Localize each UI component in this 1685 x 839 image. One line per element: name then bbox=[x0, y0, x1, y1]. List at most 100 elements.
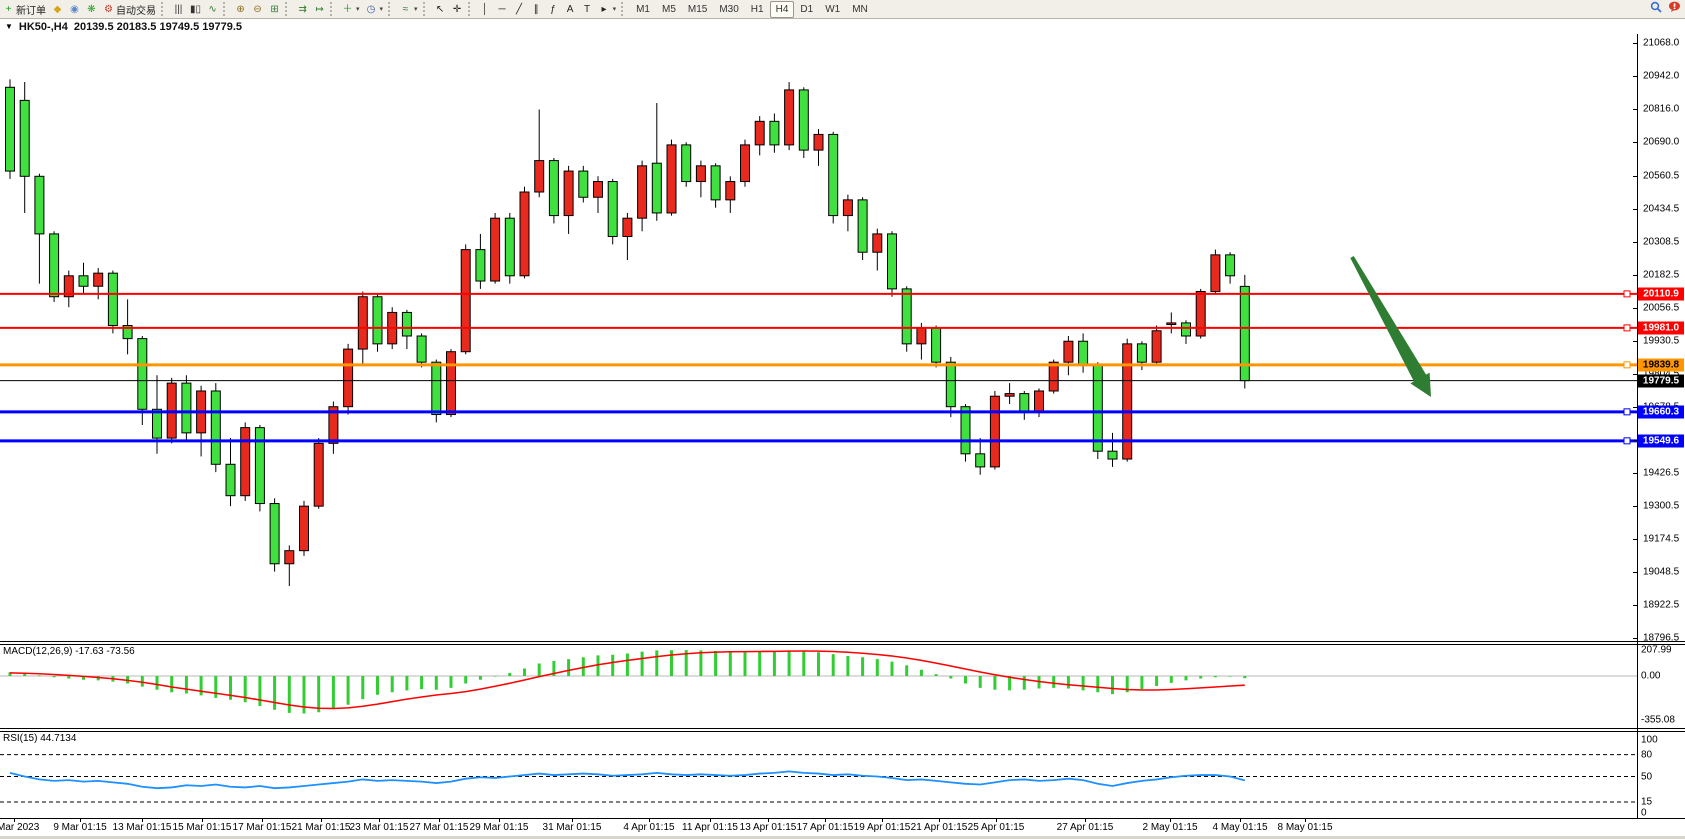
periods-button[interactable]: ◷ ▾ bbox=[363, 1, 387, 17]
chart-shift-button[interactable]: ↦ bbox=[311, 1, 328, 17]
timeframe-w1-button[interactable]: W1 bbox=[825, 3, 841, 15]
window-bottom-edge bbox=[0, 836, 1685, 839]
toolbar: + 新订单 ◆ ◉ ❋ ⚙ 自动交易 ||| ▮▯ ∿ ⊕ ⊖ ⊞ ⇉ ↦ ＋ ▾ ◷ ▾ ≈ ▾ ↖ ✛ │ ─ ╱ ∥ ƒ A T ▸ ▾… bbox=[0, 0, 1685, 19]
text-button[interactable]: T bbox=[579, 1, 596, 17]
symbol-period-label: HK50-,H4 bbox=[18, 20, 68, 33]
indicator-window-button[interactable]: ≈ ▾ bbox=[397, 1, 421, 17]
signals-button[interactable]: ❋ bbox=[83, 1, 100, 17]
time-tick-label: 27 Mar 01:15 bbox=[409, 822, 469, 833]
arrows-button[interactable]: ▸ ▾ bbox=[596, 1, 620, 17]
zoom-out-button[interactable]: ⊖ bbox=[249, 1, 266, 17]
toolbar-separator bbox=[388, 2, 395, 16]
candle bbox=[681, 144, 692, 183]
metaeditor-button[interactable]: ◆ bbox=[49, 1, 66, 17]
rsi-axis-label: 0 bbox=[1641, 807, 1647, 819]
price-tick-label: 20434.5 bbox=[1643, 203, 1680, 215]
vertical-line-button[interactable]: │ bbox=[477, 1, 494, 17]
search-icon[interactable] bbox=[1650, 1, 1662, 16]
price-tick-mark bbox=[1633, 637, 1637, 639]
equidistant-channel-button[interactable]: ∥ bbox=[528, 1, 545, 17]
autotrading-button-label: 自动交易 bbox=[116, 5, 156, 17]
fibonacci-button[interactable]: ƒ bbox=[545, 1, 562, 17]
macd-axis-label: 207.99 bbox=[1641, 644, 1672, 656]
timeframe-m1-button[interactable]: M1 bbox=[636, 3, 650, 15]
price-tick-label: 20942.0 bbox=[1643, 70, 1680, 82]
price-tick-mark bbox=[1633, 440, 1637, 442]
time-tick-label: 13 Mar 01:15 bbox=[112, 822, 172, 833]
candle bbox=[490, 217, 501, 282]
macd-panel-divider[interactable] bbox=[0, 641, 1685, 642]
cursor-button[interactable]: ↖ bbox=[432, 1, 449, 17]
timeframe-h4-button[interactable]: H4 bbox=[769, 0, 795, 18]
candle bbox=[431, 361, 442, 416]
candle bbox=[1136, 343, 1147, 363]
bar-chart-button[interactable]: ||| bbox=[170, 1, 187, 17]
candle bbox=[563, 170, 574, 217]
price-line-endpoint[interactable] bbox=[1623, 361, 1631, 369]
chevron-down-icon[interactable]: ▾ bbox=[356, 6, 360, 13]
candle bbox=[945, 361, 956, 408]
timeframe-m5-button[interactable]: M5 bbox=[661, 3, 676, 15]
price-axis-border bbox=[1637, 19, 1638, 818]
cursor-icon: ↖ bbox=[435, 3, 445, 15]
text-a-icon: A bbox=[566, 3, 574, 15]
timeframe-m15-button[interactable]: M15 bbox=[687, 3, 708, 15]
time-tick-mark bbox=[572, 818, 573, 822]
price-tick-label: 20308.5 bbox=[1643, 236, 1680, 248]
price-line-endpoint[interactable] bbox=[1623, 408, 1631, 416]
symbol-dropdown-icon[interactable]: ▼ bbox=[5, 22, 13, 31]
price-tick-label: 20056.5 bbox=[1643, 302, 1680, 314]
chevron-down-icon[interactable]: ▾ bbox=[414, 6, 418, 13]
bars-icon: ||| bbox=[174, 3, 183, 15]
tile-windows-button[interactable]: ⊞ bbox=[266, 1, 283, 17]
text-label-button[interactable]: A bbox=[562, 1, 579, 17]
crosshair-button[interactable]: ✛ bbox=[449, 1, 466, 17]
candle bbox=[857, 199, 868, 253]
line-chart-button[interactable]: ∿ bbox=[204, 1, 221, 17]
autotrading-button[interactable]: ⚙ 自动交易 bbox=[100, 1, 159, 17]
candle bbox=[1063, 340, 1074, 363]
candle bbox=[887, 233, 897, 290]
chevron-down-icon[interactable]: ▾ bbox=[612, 6, 617, 13]
price-tick-mark bbox=[1633, 572, 1637, 573]
robot-icon: ⚙ bbox=[104, 3, 113, 15]
rsi-panel-divider2 bbox=[0, 731, 1685, 732]
rsi-panel-divider[interactable] bbox=[0, 728, 1685, 729]
candle bbox=[1048, 361, 1059, 392]
price-line-endpoint[interactable] bbox=[1623, 324, 1631, 332]
price-line-endpoint[interactable] bbox=[1623, 290, 1631, 298]
time-tick-label: 11 Apr 01:15 bbox=[682, 822, 738, 833]
gold-diamond-icon: ◆ bbox=[53, 3, 62, 15]
zoom-in-button[interactable]: ⊕ bbox=[232, 1, 249, 17]
price-line-endpoint[interactable] bbox=[1623, 437, 1631, 445]
timeframe-d1-button[interactable]: D1 bbox=[800, 3, 814, 15]
price-tick-mark bbox=[1633, 142, 1637, 144]
horizontal-line-button[interactable]: ─ bbox=[494, 1, 511, 17]
candle bbox=[960, 406, 971, 455]
chat-notification-icon[interactable] bbox=[1668, 1, 1681, 16]
price-line-badge: 19549.6 bbox=[1638, 434, 1684, 448]
arrows-icon: ▸ bbox=[601, 3, 607, 15]
timeframe-h1-button[interactable]: H1 bbox=[750, 3, 764, 15]
trendline-button[interactable]: ╱ bbox=[511, 1, 528, 17]
price-tick-mark bbox=[1633, 539, 1637, 541]
chevron-down-icon[interactable]: ▾ bbox=[379, 6, 384, 13]
time-tick-mark bbox=[939, 818, 940, 822]
price-tick-label: 19174.5 bbox=[1643, 533, 1680, 545]
indicators-button[interactable]: ＋ ▾ bbox=[339, 1, 363, 17]
timeframe-m30-button[interactable]: M30 bbox=[719, 3, 739, 15]
candle bbox=[916, 327, 927, 345]
time-tick-mark bbox=[202, 818, 203, 822]
price-tick-label: 20560.5 bbox=[1643, 170, 1680, 182]
new-order-button[interactable]: + 新订单 bbox=[0, 1, 49, 17]
timeframe-mn-button[interactable]: MN bbox=[852, 3, 868, 15]
candlestick-chart-button[interactable]: ▮▯ bbox=[187, 1, 204, 17]
auto-scroll-icon: ⇉ bbox=[298, 3, 307, 15]
auto-scroll-button[interactable]: ⇉ bbox=[294, 1, 311, 17]
candle bbox=[1004, 393, 1015, 397]
candle bbox=[710, 165, 721, 201]
price-tick-label: 19930.5 bbox=[1643, 335, 1680, 347]
down-trend-arrow[interactable] bbox=[1350, 256, 1431, 397]
profile-button[interactable]: ◉ bbox=[66, 1, 83, 17]
